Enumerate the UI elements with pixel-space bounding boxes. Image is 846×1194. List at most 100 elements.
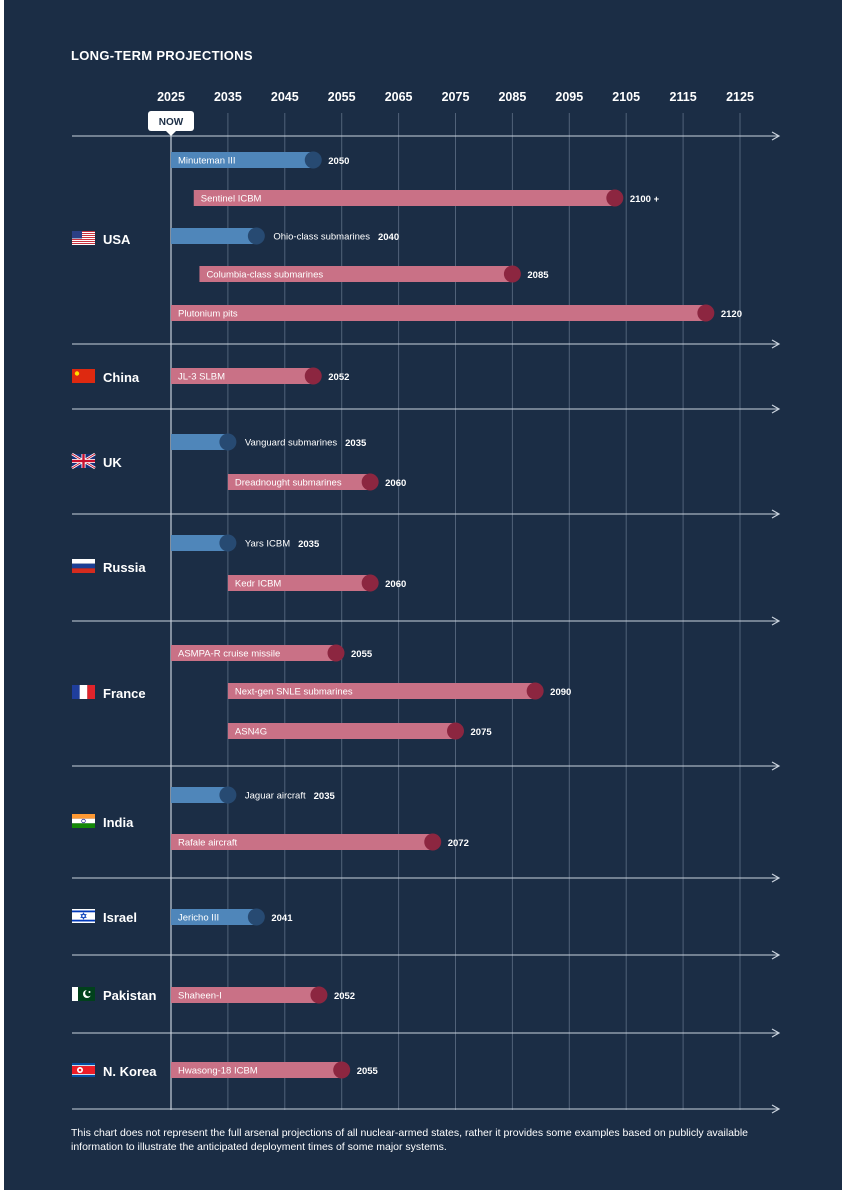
arrow-icon (771, 131, 781, 141)
bar-label: ASN4G (235, 727, 267, 738)
bar-end-label: 2100 + (630, 194, 660, 205)
china-flag-icon (72, 369, 95, 383)
bar-label: Columbia-class submarines (206, 270, 323, 281)
bar-end-marker (327, 644, 345, 662)
india-flag-icon (72, 814, 95, 828)
bar-label: Vanguard submarines (245, 438, 337, 449)
north-korea-flag-icon (72, 1063, 95, 1077)
chart-title: LONG-TERM PROJECTIONS (71, 48, 253, 63)
x-tick-label: 2095 (555, 90, 583, 104)
timeline-bar (171, 834, 433, 850)
country-label: France (103, 686, 146, 701)
country-label: Israel (103, 910, 137, 925)
bar-label: Jaguar aircraft (245, 791, 306, 802)
country-label: UK (103, 455, 122, 470)
bar-label: Dreadnought submarines (235, 478, 342, 489)
bar-end-label: 2055 (357, 1066, 379, 1077)
bar-end-label: 2035 (298, 539, 320, 550)
timeline-bar (193, 190, 615, 206)
country-label: China (103, 370, 140, 385)
country-label: N. Korea (103, 1064, 157, 1079)
bar-label: Rafale aircraft (178, 838, 237, 849)
arrow-icon (771, 1028, 781, 1038)
arrow-icon (771, 616, 781, 626)
bar-label: Yars ICBM (245, 539, 290, 550)
bar-end-marker (526, 682, 544, 700)
bar-end-label: 2040 (378, 232, 399, 243)
bar-label: Plutonium pits (178, 309, 238, 320)
bar-end-label: 2072 (448, 838, 469, 849)
now-label: NOW (159, 117, 184, 128)
russia-flag-icon (72, 559, 95, 573)
bar-end-marker (361, 473, 379, 491)
bar-end-marker (333, 1061, 351, 1079)
bar-end-marker (247, 227, 265, 245)
bar-end-label: 2035 (345, 438, 367, 449)
timeline-bar (171, 434, 228, 450)
timeline-bar (171, 305, 706, 321)
x-tick-label: 2065 (385, 90, 413, 104)
country-label: Pakistan (103, 988, 157, 1003)
bar-end-marker (361, 574, 379, 592)
france-flag-icon (72, 685, 95, 699)
bar-end-label: 2060 (385, 478, 406, 489)
timeline-bar (199, 266, 513, 282)
bar-end-marker (606, 189, 624, 207)
footnote: This chart does not represent the full a… (71, 1127, 749, 1153)
x-tick-label: 2075 (442, 90, 470, 104)
bar-end-label: 2041 (271, 913, 293, 924)
x-tick-label: 2045 (271, 90, 299, 104)
bar-end-label: 2052 (334, 991, 355, 1002)
x-tick-label: 2125 (726, 90, 754, 104)
timeline-bar (227, 683, 536, 699)
bar-end-label: 2050 (328, 156, 349, 167)
timeline-bar (171, 987, 319, 1003)
bar-label: Minuteman III (178, 156, 236, 167)
bar-end-marker (697, 304, 715, 322)
bar-end-label: 2052 (328, 372, 349, 383)
country-label: India (103, 815, 134, 830)
arrow-icon (771, 761, 781, 771)
bar-end-marker (304, 151, 322, 169)
bar-label: JL-3 SLBM (178, 372, 225, 383)
bar-end-marker (219, 534, 237, 552)
timeline-bar (171, 909, 257, 925)
x-tick-label: 2085 (498, 90, 526, 104)
bar-label: Kedr ICBM (235, 579, 282, 590)
bar-label: Next-gen SNLE submarines (235, 687, 353, 698)
timeline-bar (171, 152, 314, 168)
timeline-bar (227, 723, 456, 739)
x-tick-label: 2105 (612, 90, 640, 104)
now-badge (148, 111, 194, 131)
x-tick-label: 2115 (670, 90, 697, 104)
arrow-icon (771, 950, 781, 960)
arrow-icon (771, 1104, 781, 1114)
israel-flag-icon (72, 909, 95, 923)
timeline-bar (171, 228, 257, 244)
timeline-bar (171, 787, 228, 803)
now-badge-pointer (166, 131, 176, 136)
arrow-icon (771, 404, 781, 414)
bar-end-marker (447, 722, 464, 740)
timeline-bar (171, 1062, 342, 1078)
bar-label: Hwasong-18 ICBM (178, 1066, 258, 1077)
bar-end-marker (247, 908, 265, 926)
bar-end-marker (424, 833, 442, 851)
bar-end-label: 2060 (385, 579, 406, 590)
bar-end-marker (219, 433, 237, 451)
country-label: Russia (103, 560, 146, 575)
bar-end-label: 2090 (550, 687, 571, 698)
x-tick-label: 2035 (214, 90, 242, 104)
bar-label: Shaheen-I (178, 991, 222, 1002)
bar-end-marker (304, 367, 322, 385)
uk-flag-icon (71, 452, 96, 470)
bar-label: ASMPA-R cruise missile (178, 649, 280, 660)
bar-label: Ohio-class submarines (273, 232, 370, 243)
bar-end-marker (310, 986, 328, 1004)
timeline-bar (171, 535, 228, 551)
bar-label: Jericho III (178, 913, 219, 924)
arrow-icon (771, 509, 781, 519)
bar-end-label: 2035 (314, 791, 336, 802)
bar-end-label: 2120 (721, 309, 742, 320)
